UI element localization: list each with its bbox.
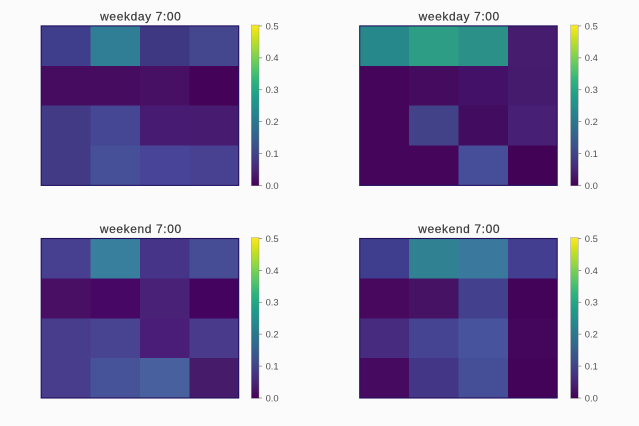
svg-text:0.1: 0.1 [585,148,598,159]
svg-text:0.3: 0.3 [266,297,279,308]
svg-text:0.2: 0.2 [585,329,598,340]
svg-text:0.5: 0.5 [266,233,279,244]
svg-text:0.5: 0.5 [585,20,598,31]
svg-text:0.4: 0.4 [585,265,598,276]
svg-text:0.2: 0.2 [585,116,598,127]
svg-text:0.0: 0.0 [585,392,598,403]
svg-text:0.3: 0.3 [585,297,598,308]
svg-text:weekday 7:00: weekday 7:00 [99,10,181,24]
svg-text:0.1: 0.1 [266,361,279,372]
svg-text:0.5: 0.5 [266,20,279,31]
svg-text:0.1: 0.1 [266,148,279,159]
svg-text:0.4: 0.4 [266,52,279,63]
svg-text:0.2: 0.2 [266,116,279,127]
svg-text:0.1: 0.1 [585,361,598,372]
svg-text:0.5: 0.5 [585,233,598,244]
svg-text:0.4: 0.4 [585,52,598,63]
svg-text:weekend 7:00: weekend 7:00 [99,222,182,236]
svg-text:0.3: 0.3 [585,84,598,95]
svg-text:weekend 7:00: weekend 7:00 [417,222,500,236]
svg-text:weekday 7:00: weekday 7:00 [418,10,500,24]
svg-text:0.4: 0.4 [266,265,279,276]
svg-text:0.0: 0.0 [266,392,279,403]
svg-text:0.0: 0.0 [585,180,598,191]
svg-text:0.0: 0.0 [266,180,279,191]
svg-text:0.3: 0.3 [266,84,279,95]
svg-text:0.2: 0.2 [266,329,279,340]
